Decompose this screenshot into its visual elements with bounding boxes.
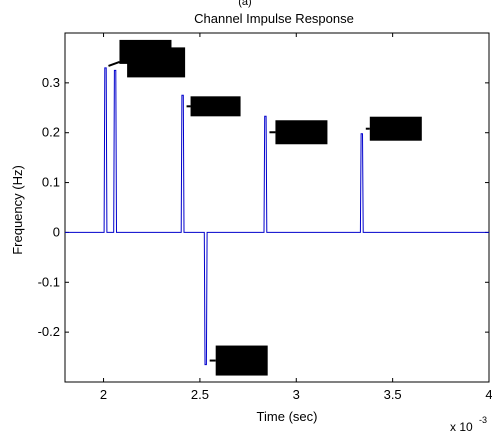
y-tick-label: 0 [53, 224, 60, 239]
annotation-box [215, 345, 268, 376]
annotation-box [127, 47, 186, 78]
x-tick-label: 2.5 [191, 387, 209, 402]
x-exponent-power: -3 [479, 415, 487, 425]
y-axis-label: Frequency (Hz) [10, 165, 25, 255]
x-tick-label: 2 [100, 387, 107, 402]
y-tick-label: 0.1 [42, 175, 60, 190]
impulse-series [65, 67, 489, 366]
annotation-box [190, 96, 241, 117]
annotation-box [369, 116, 422, 141]
annotation-box [275, 120, 328, 145]
plot-area [64, 32, 490, 383]
y-tick-label: 0.3 [42, 75, 60, 90]
impulse-line [65, 67, 489, 366]
y-tick-label: 0.2 [42, 125, 60, 140]
x-axis-label: Time (sec) [257, 409, 318, 424]
x-axis: 2 2.5 3 3.5 4 [100, 33, 492, 402]
annotation-leader [108, 60, 120, 67]
y-tick-label: -0.2 [38, 324, 60, 339]
chart-title-fragment: (a) [238, 0, 251, 8]
y-tick-label: -0.1 [38, 274, 60, 289]
x-tick-label: 3.5 [384, 387, 402, 402]
x-tick-label: 3 [293, 387, 300, 402]
annotation-boxes [108, 39, 422, 376]
chart-title: Channel Impulse Response [194, 11, 354, 26]
x-exponent-base: x 10 [450, 420, 473, 434]
x-tick-label: 4 [485, 387, 492, 402]
